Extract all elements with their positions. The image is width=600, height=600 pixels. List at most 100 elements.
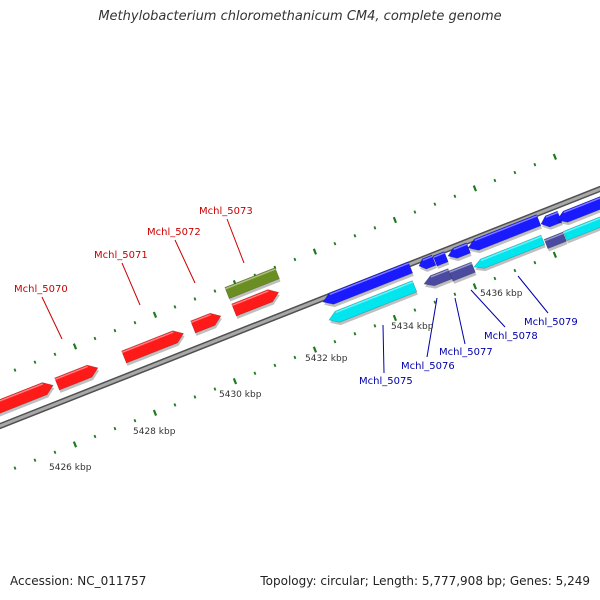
tick-mark	[152, 409, 158, 416]
gene-features	[0, 196, 600, 417]
gene-label-mchl-5072: Mchl_5072	[147, 227, 201, 238]
tick-mark	[53, 450, 57, 455]
tick-mark	[133, 418, 137, 423]
tick-mark	[72, 441, 78, 448]
feature-reverse-f	[556, 196, 600, 226]
tick-mark	[113, 426, 117, 431]
feature-small-c-body	[447, 242, 471, 259]
tick-mark	[552, 251, 557, 258]
feature-mchl-5074	[322, 261, 414, 308]
leader-mchl-5075	[382, 324, 385, 374]
feature-mchl-5073-body	[224, 267, 280, 299]
feature-small-b-highlight	[433, 252, 445, 258]
label-leader-lines	[41, 218, 549, 374]
tick-mark	[413, 308, 417, 312]
ruler-labels: 5426 kbp 5428 kbp 5430 kbp 5432 kbp 5434…	[49, 289, 523, 473]
tick-mark	[453, 292, 457, 296]
kbp-label-5434: 5434 kbp	[391, 322, 434, 332]
gene-label-mchl-5071: Mchl_5071	[94, 250, 148, 261]
feature-small-b	[432, 251, 450, 269]
tick-mark	[33, 360, 37, 364]
feature-reverse-f-body	[556, 196, 600, 223]
feature-reverse-d	[467, 214, 542, 254]
tick-mark	[533, 260, 537, 265]
feature-mchl-5074-highlight	[329, 262, 410, 296]
gene-label-mchl-5075: Mchl_5075	[359, 376, 413, 387]
gene-label-mchl-5079: Mchl_5079	[524, 317, 578, 328]
gene-label-mchl-5078: Mchl_5078	[484, 331, 538, 342]
tick-mark	[453, 194, 457, 198]
gene-label-mchl-5077: Mchl_5077	[439, 347, 493, 358]
tick-mark	[472, 283, 478, 290]
feature-small-a	[418, 254, 438, 272]
feature-mchl-5073	[224, 267, 281, 302]
feature-mchl-5078-highlight	[480, 235, 542, 262]
feature-small-a-body	[418, 254, 437, 270]
feature-reverse-f-highlight	[563, 197, 600, 214]
feature-mchl-5079a-body	[543, 231, 567, 250]
feature-small-c-highlight	[453, 243, 468, 251]
gene-label-mchl-5076: Mchl_5076	[401, 361, 455, 372]
tick-mark	[373, 226, 377, 230]
kbp-label-5432: 5432 kbp	[305, 354, 348, 364]
feature-mchl-5070	[54, 364, 100, 393]
feature-mchl-5072	[190, 312, 223, 336]
tick-mark	[53, 352, 57, 357]
feature-mchl-5078-body	[473, 234, 546, 269]
tick-mark	[552, 153, 557, 160]
genome-summary-text: Topology: circular; Length: 5,777,908 bp…	[260, 574, 590, 588]
kbp-label-5430: 5430 kbp	[219, 390, 262, 400]
leader-mchl-5072	[174, 239, 196, 284]
feature-mchl-5071-body	[121, 330, 184, 364]
tick-mark	[193, 297, 197, 301]
tick-mark	[293, 257, 297, 262]
gene-label-mchl-5073: Mchl_5073	[199, 206, 253, 217]
feature-mchl-5070-left	[0, 382, 55, 417]
tick-mark	[253, 371, 257, 376]
feature-mchl-5074-body	[322, 261, 414, 305]
tick-mark	[392, 314, 398, 322]
feature-reverse-d-highlight	[474, 215, 538, 242]
feature-mchl-5071	[121, 330, 185, 366]
feature-mchl-5079a-highlight	[544, 232, 564, 242]
feature-reverse-d-body	[467, 214, 542, 251]
feature-mchl-5075-body	[328, 280, 418, 323]
leader-mchl-5076	[426, 297, 438, 358]
tick-mark	[152, 311, 158, 318]
tick-mark	[533, 162, 537, 167]
leader-mchl-5073	[226, 218, 245, 264]
feature-mchl-5076	[423, 268, 454, 289]
feature-mchl-5073-cds-highlight	[231, 290, 269, 307]
tick-mark	[333, 339, 337, 344]
tick-mark	[13, 466, 17, 470]
tick-mark	[413, 210, 417, 214]
leader-mchl-5078	[470, 289, 506, 328]
tick-mark	[173, 305, 177, 309]
tick-mark	[13, 368, 17, 372]
kbp-label-5426: 5426 kbp	[49, 463, 92, 473]
feature-mchl-5076-body	[423, 268, 453, 287]
leader-mchl-5079	[517, 275, 549, 314]
feature-mchl-5077-body	[448, 261, 476, 282]
tick-mark	[472, 185, 478, 192]
feature-mchl-5076-highlight	[430, 269, 449, 278]
feature-mchl-5078	[473, 234, 546, 272]
feature-mchl-5071-highlight	[121, 331, 174, 354]
feature-small-c	[447, 242, 472, 262]
tick-mark	[193, 395, 197, 399]
feature-mchl-5070-left-body	[0, 382, 54, 414]
tick-mark	[493, 276, 497, 281]
feature-mchl-5072-body	[190, 312, 222, 334]
feature-mchl-5073-cds	[231, 289, 280, 319]
tick-mark	[353, 234, 357, 238]
feature-mchl-5079b	[562, 216, 600, 244]
tick-mark	[133, 320, 137, 325]
tick-mark	[312, 346, 318, 353]
feature-small-b-body	[432, 251, 449, 267]
tick-mark	[433, 202, 437, 206]
gene-labels: Mchl_5070 Mchl_5071 Mchl_5072 Mchl_5073 …	[14, 206, 578, 387]
feature-reverse-e-highlight	[545, 211, 559, 218]
tick-mark	[213, 387, 217, 391]
